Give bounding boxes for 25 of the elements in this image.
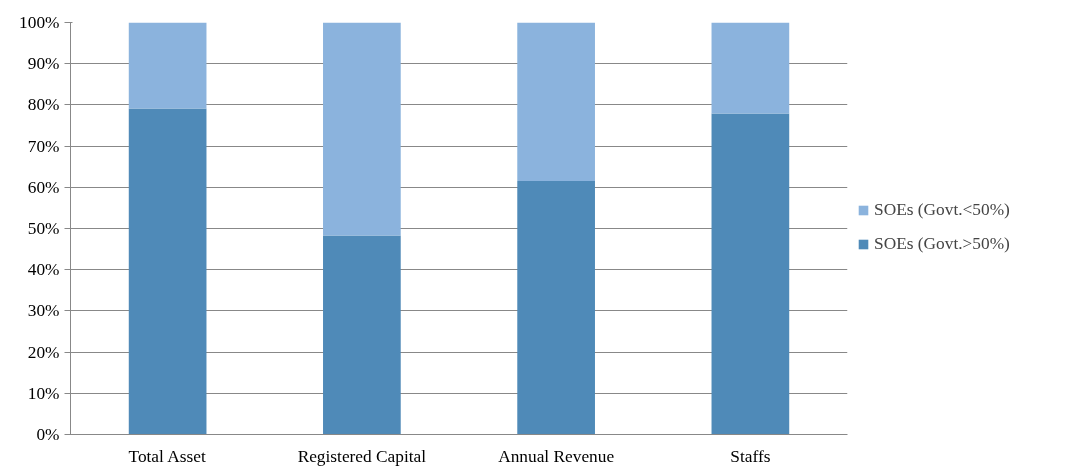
bar [711, 22, 790, 114]
bar [128, 108, 207, 435]
y-tick-label: 100% [19, 13, 60, 32]
y-tick-label: 90% [27, 54, 60, 74]
x-tick-label: Total Asset [128, 446, 206, 466]
bar [711, 113, 790, 435]
legend-label: SOEs (Govt.>50%) [874, 234, 1010, 254]
x-tick-label: Registered Capital [297, 446, 427, 466]
y-tick-label: 0% [36, 425, 60, 444]
y-tick-label: 70% [27, 136, 60, 156]
bar [323, 235, 401, 435]
y-tick-label: 80% [27, 95, 60, 115]
y-tick-label: 20% [27, 342, 60, 362]
bar [517, 181, 595, 435]
y-tick-label: 60% [27, 177, 60, 197]
x-tick-label: Staffs [730, 446, 771, 466]
y-tick-label: 40% [27, 260, 60, 280]
y-tick-label: 50% [27, 219, 60, 238]
legend-label: SOEs (Govt.<50%) [874, 200, 1010, 220]
x-tick-label: Annual Revenue [498, 446, 615, 466]
bar [128, 22, 207, 109]
bar [517, 22, 595, 182]
bar [323, 22, 401, 236]
y-tick-label: 30% [27, 301, 60, 321]
y-tick-label: 10% [27, 383, 60, 403]
